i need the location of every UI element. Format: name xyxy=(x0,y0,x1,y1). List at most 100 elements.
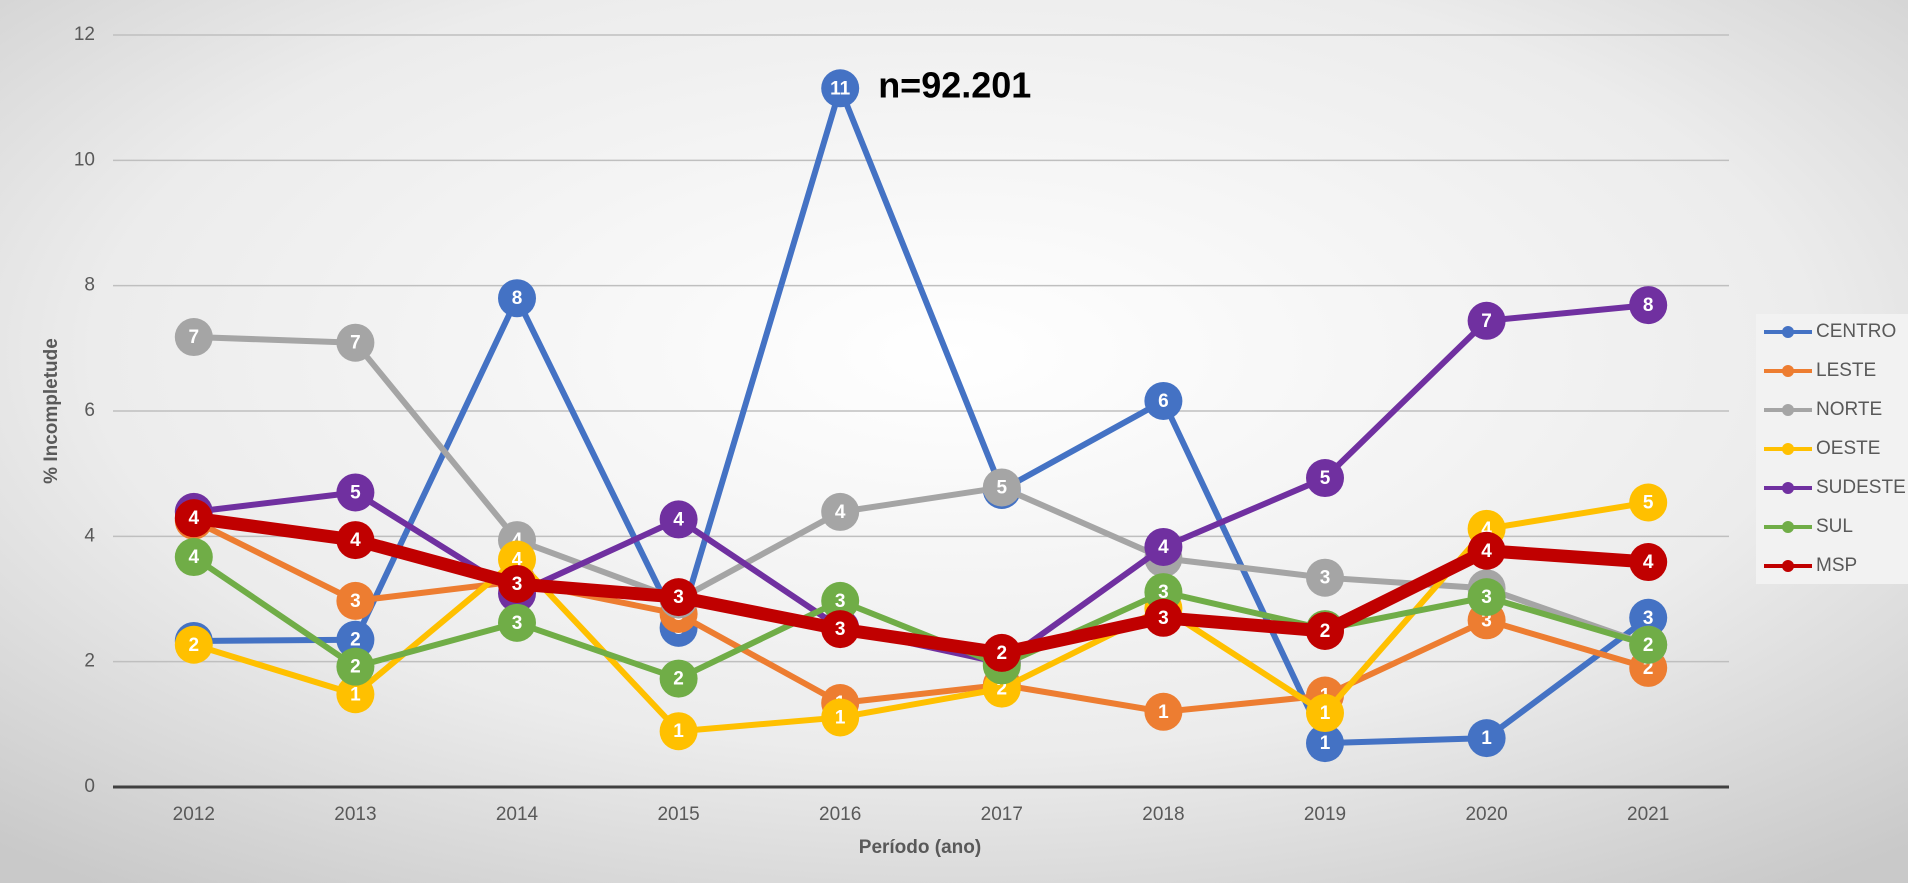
data-point xyxy=(1467,301,1506,340)
data-point xyxy=(1629,286,1668,325)
data-label: 3 xyxy=(835,591,846,612)
data-label: 2 xyxy=(997,679,1008,700)
legend-marker xyxy=(1782,443,1794,455)
x-tick-label: 2020 xyxy=(1465,804,1507,825)
y-axis-title: % Incompletude xyxy=(41,338,62,484)
legend-marker xyxy=(1782,482,1794,494)
data-point xyxy=(659,659,698,698)
x-tick-label: 2017 xyxy=(981,804,1023,825)
legend-marker xyxy=(1782,365,1794,377)
data-label: 3 xyxy=(1643,608,1654,629)
data-label: 2 xyxy=(673,669,684,690)
data-label: 5 xyxy=(1643,493,1654,514)
data-point xyxy=(1306,459,1344,498)
data-point xyxy=(659,712,698,751)
data-point xyxy=(1144,598,1183,637)
annotation: n=92.201 xyxy=(878,65,1031,106)
legend-label: CENTRO xyxy=(1816,321,1896,342)
data-point xyxy=(1306,611,1344,650)
data-label: 4 xyxy=(189,547,200,568)
data-point xyxy=(1629,598,1668,637)
data-point xyxy=(174,499,213,538)
data-label: 3 xyxy=(1481,587,1492,608)
x-tick-label: 2021 xyxy=(1627,804,1669,825)
y-tick-label: 6 xyxy=(84,400,95,421)
legend-label: OESTE xyxy=(1816,438,1880,459)
data-label: 4 xyxy=(835,502,846,523)
data-label: 3 xyxy=(1481,610,1492,631)
data-point xyxy=(336,521,375,560)
data-point xyxy=(174,625,213,664)
data-label: 2 xyxy=(189,635,200,656)
data-point xyxy=(821,610,860,649)
data-point xyxy=(1629,625,1668,664)
y-tick-label: 0 xyxy=(84,776,95,797)
data-point xyxy=(336,647,375,686)
data-point xyxy=(821,69,860,108)
series-line xyxy=(193,85,1650,747)
series-line xyxy=(192,499,1649,735)
data-point xyxy=(821,698,860,737)
legend-marker xyxy=(1782,326,1794,338)
data-point xyxy=(336,675,375,714)
data-point xyxy=(1629,483,1668,522)
data-point xyxy=(982,633,1021,672)
data-point xyxy=(982,468,1021,507)
y-tick-label: 12 xyxy=(74,24,95,45)
data-label: 7 xyxy=(1481,311,1492,332)
data-label: 8 xyxy=(1643,295,1654,316)
data-label: 11 xyxy=(830,78,851,99)
y-tick-label: 8 xyxy=(84,275,95,296)
data-label: 5 xyxy=(1320,468,1331,489)
x-axis-title: Período (ano) xyxy=(859,837,981,858)
legend-marker xyxy=(1782,560,1794,572)
data-label: 3 xyxy=(1158,582,1169,603)
data-point xyxy=(659,500,698,539)
data-label: 1 xyxy=(673,721,684,742)
data-point xyxy=(498,603,536,642)
data-point xyxy=(1144,381,1183,420)
data-label: 1 xyxy=(350,684,361,705)
data-label: 3 xyxy=(1158,608,1169,629)
data-label: 2 xyxy=(350,657,361,678)
data-label: 8 xyxy=(512,288,523,309)
data-label: 1 xyxy=(1481,728,1492,749)
data-label: 4 xyxy=(1158,537,1169,558)
data-label: 2 xyxy=(997,643,1008,664)
x-tick-label: 2013 xyxy=(334,804,376,825)
y-tick-label: 2 xyxy=(84,651,95,672)
data-point xyxy=(498,564,536,603)
data-label: 2 xyxy=(1643,635,1654,656)
data-point xyxy=(336,323,375,362)
data-label: 4 xyxy=(1481,519,1492,540)
legend-marker xyxy=(1782,404,1794,416)
data-point xyxy=(1144,527,1183,566)
data-point xyxy=(336,473,375,512)
data-label: 3 xyxy=(512,574,523,595)
legend-label: MSP xyxy=(1816,555,1857,576)
series-line xyxy=(192,517,1650,715)
y-tick-label: 4 xyxy=(84,525,95,546)
data-point xyxy=(336,620,375,659)
data-label: 3 xyxy=(835,619,846,640)
x-tick-label: 2016 xyxy=(819,804,861,825)
data-label: 4 xyxy=(673,509,684,530)
data-point xyxy=(1306,558,1344,597)
data-label: 4 xyxy=(1643,552,1654,573)
data-point xyxy=(1306,724,1344,763)
series-line xyxy=(192,511,1649,660)
data-label: 4 xyxy=(512,550,523,571)
legend-label: LESTE xyxy=(1816,360,1876,381)
data-point xyxy=(821,492,860,531)
data-label: 2 xyxy=(350,630,361,651)
legend-label: SUDESTE xyxy=(1816,477,1906,498)
data-label: 1 xyxy=(1320,703,1331,724)
x-tick-label: 2012 xyxy=(173,804,215,825)
legend-label: SUL xyxy=(1816,516,1853,537)
y-tick-label: 10 xyxy=(74,149,95,170)
data-point xyxy=(498,279,536,318)
series-line xyxy=(193,334,1650,648)
x-tick-label: 2014 xyxy=(496,804,539,825)
